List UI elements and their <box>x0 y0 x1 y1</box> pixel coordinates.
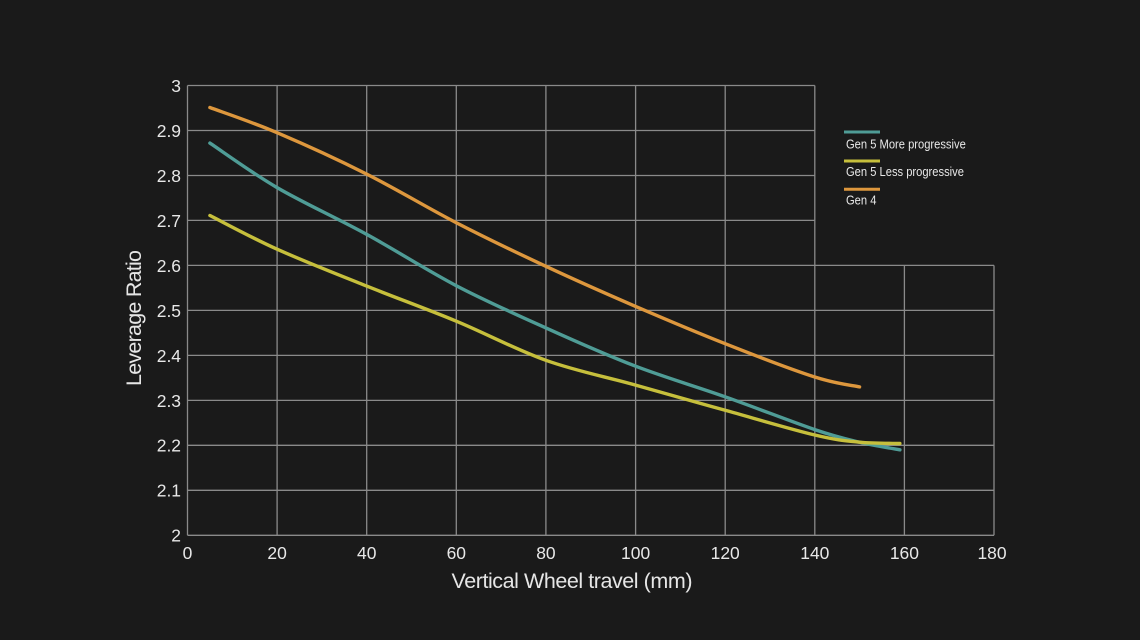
svg-text:140: 140 <box>800 543 829 563</box>
svg-text:60: 60 <box>447 543 467 563</box>
svg-text:2.3: 2.3 <box>157 391 181 411</box>
svg-text:2: 2 <box>171 525 181 545</box>
svg-text:100: 100 <box>621 543 650 563</box>
svg-text:2.8: 2.8 <box>157 166 181 186</box>
svg-text:Leverage Ratio: Leverage Ratio <box>122 250 146 386</box>
svg-text:Gen 5 Less progressive: Gen 5 Less progressive <box>846 164 964 179</box>
svg-text:120: 120 <box>711 543 740 563</box>
svg-text:Vertical Wheel travel (mm): Vertical Wheel travel (mm) <box>452 569 693 593</box>
svg-text:20: 20 <box>267 543 287 563</box>
svg-text:3: 3 <box>171 76 181 96</box>
svg-text:2.9: 2.9 <box>157 121 181 141</box>
svg-text:Gen 5 More progressive: Gen 5 More progressive <box>846 137 966 152</box>
svg-text:Gen 4: Gen 4 <box>846 193 877 208</box>
svg-text:180: 180 <box>977 543 1006 563</box>
svg-text:160: 160 <box>890 543 919 563</box>
svg-text:2.4: 2.4 <box>157 346 181 366</box>
svg-text:2.5: 2.5 <box>157 301 181 321</box>
svg-text:2.6: 2.6 <box>157 256 181 276</box>
svg-text:0: 0 <box>183 543 193 563</box>
svg-text:2.2: 2.2 <box>157 435 181 455</box>
svg-text:2.1: 2.1 <box>157 480 181 500</box>
svg-text:40: 40 <box>357 543 377 563</box>
svg-text:80: 80 <box>536 543 556 563</box>
svg-text:2.7: 2.7 <box>157 211 181 231</box>
